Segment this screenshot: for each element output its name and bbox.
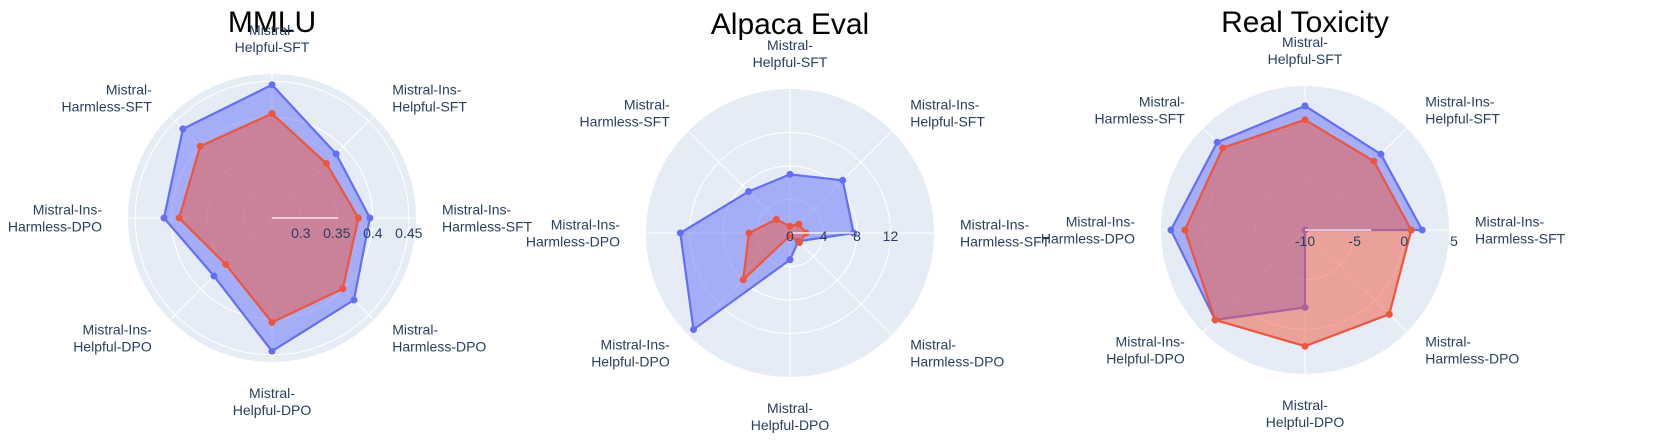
radial-tick-label: 12 <box>883 228 899 244</box>
radar-panel-3: Real Toxicity -10 -5 0 5 Mistral-Helpful-SFT M… <box>1041 6 1566 430</box>
data-point-red <box>772 215 780 223</box>
data-point-red <box>1370 157 1378 165</box>
axis-category-label: Mistral-Harmless-DPO <box>910 337 1004 370</box>
data-point-blue <box>1301 102 1309 110</box>
axis-category-label: Mistral-Ins-Helpful-DPO <box>73 322 152 355</box>
radial-tick-label: -10 <box>1295 233 1315 249</box>
axis-category-label: Mistral-Harmless-DPO <box>392 322 486 355</box>
data-point-red <box>1181 226 1189 234</box>
axis-category-label: Mistral-Ins-Helpful-SFT <box>1425 93 1500 126</box>
angular-grid-line <box>789 232 893 336</box>
data-point-blue <box>350 296 358 304</box>
data-point-blue <box>676 229 684 237</box>
axis-category-label: Mistral-Ins-Harmless-DPO <box>526 217 620 250</box>
chart-title: Real Toxicity <box>1221 6 1389 39</box>
data-point-blue <box>1377 150 1385 158</box>
axis-category-label: Mistral-Ins-Helpful-DPO <box>1106 334 1185 367</box>
data-point-blue <box>690 325 698 333</box>
data-point-blue <box>268 81 276 89</box>
axis-category-label: Mistral-Helpful-DPO <box>751 400 830 433</box>
axis-category-label: Mistral-Harmless-SFT <box>580 96 671 129</box>
axis-category-label: Mistral-Ins-Harmless-SFT <box>442 202 533 235</box>
radial-tick-label: 0.3 <box>291 225 311 241</box>
axis-category-label: Mistral-Ins-Harmless-SFT <box>960 217 1051 250</box>
chart-title: MMLU <box>228 6 316 39</box>
data-point-red <box>1301 342 1309 350</box>
data-point-blue <box>786 256 794 264</box>
radial-tick-label: -5 <box>1348 233 1361 249</box>
axis-category-label: Mistral-Helpful-SFT <box>753 37 828 70</box>
data-point-blue <box>210 272 218 280</box>
axis-category-label: Mistral-Ins-Harmless-DPO <box>8 202 102 235</box>
data-point-red <box>795 238 803 246</box>
data-point-red <box>1385 310 1393 318</box>
axis-category-label: Mistral-Helpful-DPO <box>233 385 312 418</box>
data-point-red <box>795 220 803 228</box>
data-point-red <box>1219 144 1227 152</box>
radial-tick-label: 0.4 <box>363 225 383 241</box>
data-point-blue <box>839 176 847 184</box>
data-point-blue <box>1167 226 1175 234</box>
axis-category-label: Mistral-Helpful-SFT <box>235 22 310 55</box>
data-point-blue <box>745 188 753 196</box>
data-point-red <box>1211 316 1219 324</box>
data-point-blue <box>179 125 187 133</box>
chart-title: Alpaca Eval <box>711 8 869 41</box>
data-point-blue <box>160 214 168 222</box>
radar-panel-2: Alpaca Eval 0 4 8 12 Mistral-Helpful-SFT Mistr… <box>526 8 1051 433</box>
axis-category-label: Mistral-Helpful-DPO <box>1266 397 1345 430</box>
data-point-red <box>268 318 276 326</box>
data-point-red <box>745 229 753 237</box>
data-point-red <box>268 110 276 118</box>
radial-grid-circle <box>1155 80 1455 380</box>
data-point-blue <box>268 347 276 355</box>
axis-category-label: Mistral-Harmless-SFT <box>62 81 153 114</box>
data-point-blue <box>1213 138 1221 146</box>
data-point-red <box>339 285 347 293</box>
radial-tick-label: 0 <box>786 228 794 244</box>
data-point-red <box>354 214 362 222</box>
data-point-red <box>222 260 230 268</box>
radial-tick-label: 0.45 <box>395 225 422 241</box>
data-point-blue <box>366 214 374 222</box>
data-point-blue <box>786 170 794 178</box>
data-point-red <box>175 214 183 222</box>
axis-category-label: Mistral-Harmless-SFT <box>1095 93 1186 126</box>
data-point-blue <box>1418 226 1426 234</box>
axis-category-label: Mistral-Ins-Helpful-DPO <box>591 337 670 370</box>
axis-category-label: Mistral-Helpful-SFT <box>1268 34 1343 67</box>
axis-category-label: Mistral-Harmless-DPO <box>1425 334 1519 367</box>
axis-category-label: Mistral-Ins-Helpful-SFT <box>392 81 467 114</box>
axis-category-label: Mistral-Ins-Helpful-SFT <box>910 96 985 129</box>
data-point-red <box>196 142 204 150</box>
data-point-red <box>322 160 330 168</box>
axis-category-label: Mistral-Ins-Harmless-DPO <box>1041 214 1135 247</box>
axis-category-label: Mistral-Ins-Harmless-SFT <box>1475 214 1566 247</box>
data-point-red <box>786 222 794 230</box>
data-point-red <box>786 232 794 240</box>
radial-tick-label: 5 <box>1450 233 1458 249</box>
data-point-red <box>1301 116 1309 124</box>
radar-panel-1: MMLU 0.3 0.35 0.4 0.45 Mistral-Helpful-SFT Mis… <box>8 6 533 418</box>
radial-tick-label: 0 <box>1400 233 1408 249</box>
data-point-blue <box>332 150 340 158</box>
data-point-red <box>1407 226 1415 234</box>
data-point-red <box>739 276 747 284</box>
radial-tick-label: 0.35 <box>323 225 350 241</box>
radial-tick-label: 4 <box>820 228 828 244</box>
radial-tick-label: 8 <box>853 228 861 244</box>
